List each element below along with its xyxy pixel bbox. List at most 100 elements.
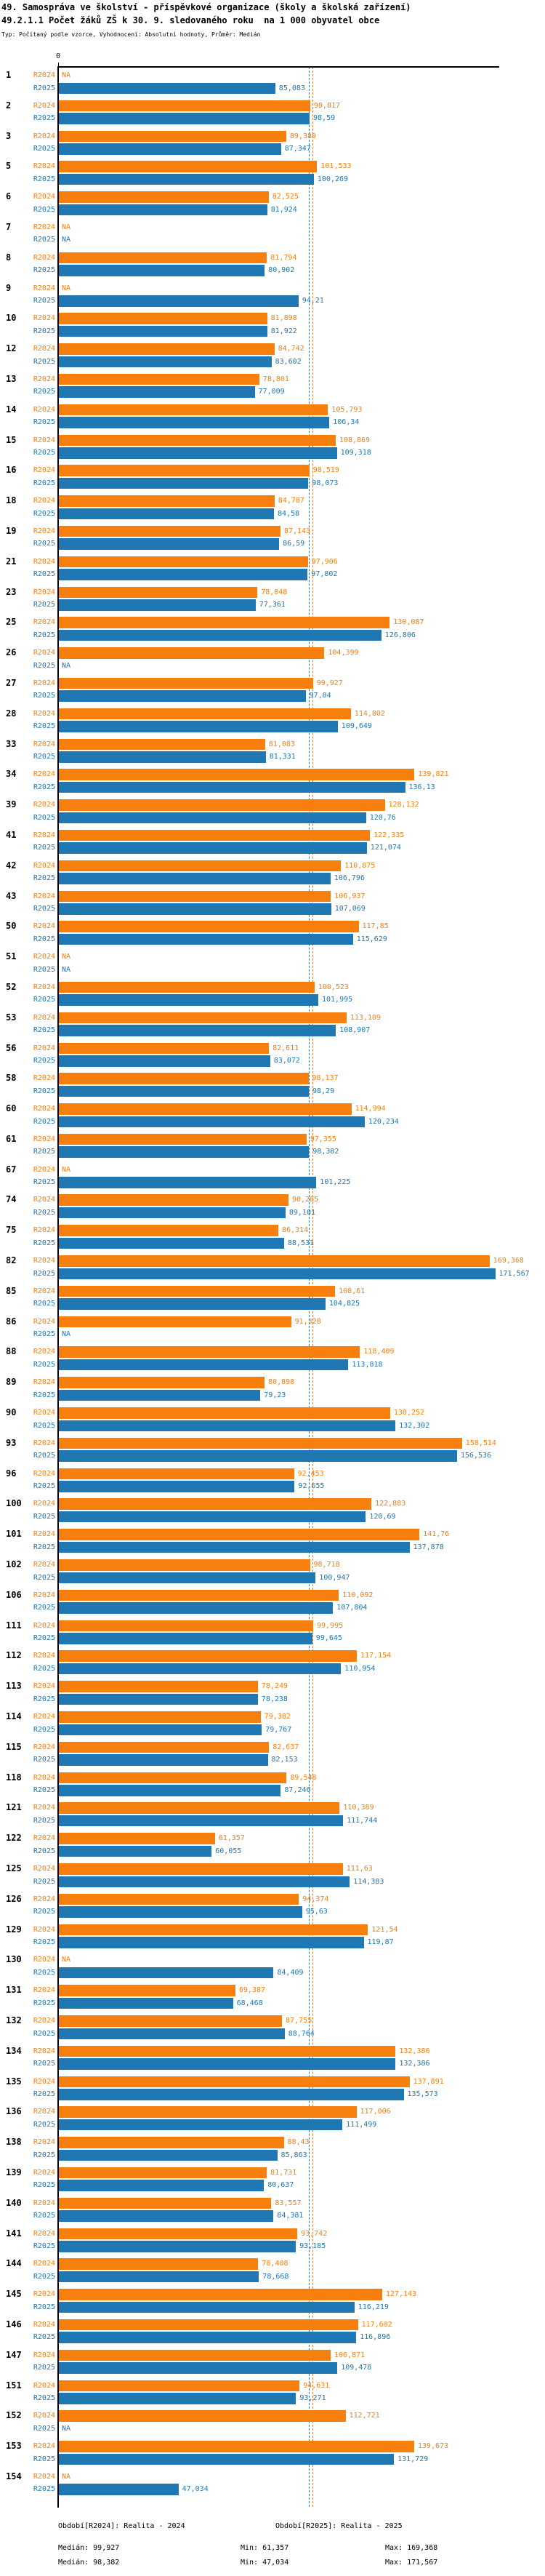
bar [59,1225,279,1236]
bar-row: 122 R2024 61,357 [0,1833,545,1844]
bar-row: 75 R2024 86,314 [0,1225,545,1236]
bar [59,1359,349,1371]
bar [59,1833,215,1844]
bar-row: 96 R2024 92,453 [0,1468,545,1480]
bar [59,1377,265,1388]
bar-row: R2025 77,009 [0,386,545,398]
bar [59,842,367,854]
bar-row: 8 R2024 81,794 [0,252,545,264]
bar [59,191,269,203]
bar-row: R2025 85,083 [0,82,545,94]
series-label: R2025 [33,1512,55,1521]
bar [59,525,280,537]
group-id: 39 [6,799,17,810]
bar-row: R2025 68,468 [0,1997,545,2009]
bar [59,386,255,398]
group-id: 33 [6,738,17,749]
value-label: NA [62,2472,71,2481]
bar [59,1420,396,1432]
bar [59,1863,343,1875]
series-label: R2024 [33,1226,55,1235]
bar-row: R2025 131,729 [0,2453,545,2465]
group-id: 60 [6,1103,17,1114]
bar-row: 33 R2024 81,083 [0,738,545,751]
value-label: 94,374 [302,1895,329,1903]
chart-group: 51 R2024 NA R2025 NA [0,951,545,982]
bar [59,173,314,185]
bar [59,2410,346,2422]
series-label: R2025 [33,2303,55,2311]
series-label: R2024 [33,1925,55,1934]
chart-group: 42 R2024 110,875 R2025 106,796 [0,860,545,891]
bar-row: 144 R2024 78,408 [0,2258,545,2270]
bar [59,1937,364,1948]
bar-row: R2025 88,531 [0,1237,545,1249]
bar-row: R2025 88,764 [0,2028,545,2039]
chart-group: 19 R2024 87,143 R2025 86,59 [0,525,545,556]
series-label: R2024 [33,679,55,687]
bar [59,1785,281,1796]
bar [59,2393,296,2404]
bar [59,2319,358,2331]
value-label: 93,742 [301,2229,328,2238]
stat-min-r2024: Min: 61,357 [241,2544,289,2552]
value-label: 84,742 [278,345,304,353]
bar-row: R2025 80,902 [0,265,545,276]
bar [59,629,382,641]
series-label: R2024 [33,1834,55,1843]
value-label: 130,252 [393,1409,425,1417]
value-label: 158,514 [465,1439,496,1447]
series-label: R2025 [33,2060,55,2068]
bar-row: R2025 93,185 [0,2241,545,2252]
series-label: R2024 [33,497,55,505]
series-label: R2025 [33,965,55,974]
value-label: 114,383 [353,1877,384,1886]
bar [59,738,265,751]
bar [59,1620,313,1632]
series-label: R2025 [33,2090,55,2099]
series-label: R2025 [33,2151,55,2159]
chart-group: 58 R2024 98,137 R2025 98,29 [0,1073,545,1103]
value-label: 120,69 [369,1512,396,1521]
bar-row: 145 R2024 127,143 [0,2289,545,2300]
value-label: 99,995 [317,1621,344,1630]
series-label: R2024 [33,375,55,383]
value-label: 132,302 [399,1421,430,1430]
series-label: R2025 [33,570,55,579]
value-label: 127,143 [386,2290,417,2299]
series-label: R2024 [33,2138,55,2147]
bar-row: 39 R2024 128,132 [0,799,545,811]
bar-row: R2025 86,59 [0,538,545,550]
chart-group: 90 R2024 130,252 R2025 132,302 [0,1407,545,1438]
bar-row: R2025 89,101 [0,1207,545,1219]
value-label: 81,924 [270,205,297,214]
series-label: R2025 [33,1756,55,1764]
value-label: 106,871 [334,2351,366,2359]
group-id: 131 [6,1985,22,1996]
value-label: 98,519 [312,466,339,475]
bar-row: 89 R2024 80,898 [0,1377,545,1388]
chart-group: 111 R2024 99,995 R2025 99,645 [0,1620,545,1651]
group-id: 146 [6,2319,22,2329]
series-label: R2024 [33,101,55,110]
value-label: 98,59 [313,114,336,123]
bar-row: 132 R2024 87,755 [0,2015,545,2027]
value-label: 94,631 [303,2381,330,2390]
series-label: R2024 [33,1682,55,1691]
value-label: 110,875 [344,861,376,870]
bar [59,1146,310,1158]
value-label: 120,76 [369,813,396,822]
series-label: R2024 [33,2320,55,2329]
bar [59,1268,496,1280]
chart-group: 74 R2024 90,285 R2025 89,101 [0,1194,545,1225]
group-id: 101 [6,1529,22,1540]
group-id: 67 [6,1164,17,1175]
value-label: 141,76 [423,1530,450,1539]
series-label: R2025 [33,2364,55,2372]
value-label: 77,009 [258,388,285,396]
series-label: R2025 [33,479,55,487]
value-label: 113,818 [352,1360,383,1369]
series-label: R2024 [33,284,55,292]
chart-group: 75 R2024 86,314 R2025 88,531 [0,1225,545,1255]
bar-row: 85 R2024 108,61 [0,1285,545,1297]
